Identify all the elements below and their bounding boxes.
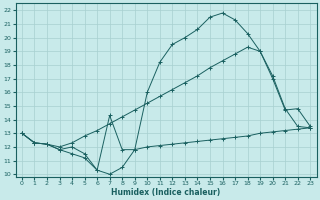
X-axis label: Humidex (Indice chaleur): Humidex (Indice chaleur) <box>111 188 221 197</box>
